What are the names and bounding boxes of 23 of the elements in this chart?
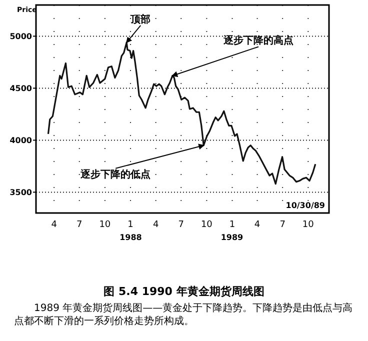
- x-tick-label: 4: [51, 220, 58, 230]
- x-tick-label: 10: [99, 220, 111, 230]
- text: 图 5.4 1990 年黄金期货周线图: [102, 284, 266, 299]
- x-tick-label: 7: [280, 220, 286, 230]
- y-tick-label: 4500: [10, 84, 32, 94]
- annotation: 逐步下降的高点: [222, 34, 294, 47]
- annotation: 顶部: [130, 13, 151, 26]
- annotation: 逐步下降的低点: [80, 168, 151, 180]
- x-tick-label: 1: [229, 220, 236, 230]
- y-tick-label: 5000: [10, 32, 32, 42]
- x-tick-label: 7: [178, 220, 184, 230]
- text: 1988: [120, 233, 142, 242]
- x-tick-label: 10: [200, 220, 213, 230]
- x-tick-label: 1: [128, 220, 134, 230]
- annotation: 10/30/89: [286, 201, 326, 210]
- x-tick-label: 10: [302, 220, 314, 230]
- x-tick-label: 4: [152, 220, 159, 230]
- text: 1989 年黄金期货周线图——黄金处于下降趋势。下降趋势是由低点与高点都不断下滑的一系列价格走势所构成。: [14, 302, 354, 328]
- x-tick-label: 4: [254, 220, 260, 230]
- y-tick-label: 3500: [10, 188, 32, 198]
- y-tick-label: 4000: [10, 136, 32, 146]
- text: 1989: [220, 233, 244, 242]
- x-tick-label: 7: [76, 220, 82, 230]
